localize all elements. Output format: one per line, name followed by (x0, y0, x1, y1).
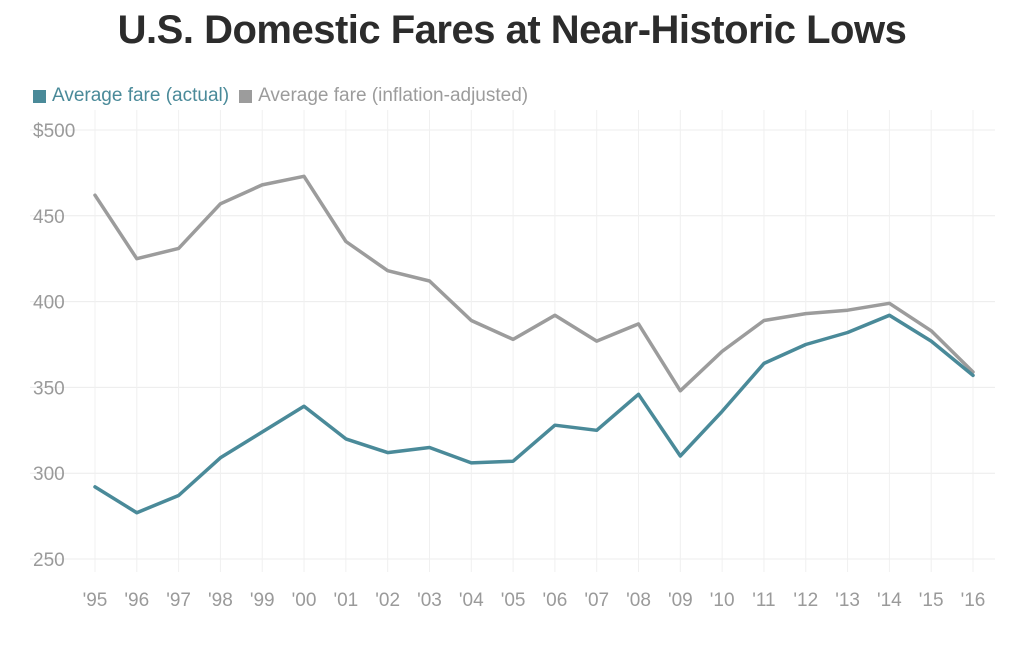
y-tick-label: 350 (33, 378, 65, 399)
x-tick-label: '95 (83, 590, 108, 611)
x-tick-label: '04 (459, 590, 484, 611)
x-tick-label: '14 (877, 590, 902, 611)
legend-swatch-actual (33, 89, 46, 103)
x-tick-label: '07 (584, 590, 609, 611)
legend-item-adjusted: Average fare (inflation-adjusted) (239, 85, 528, 107)
x-tick-label: '11 (752, 590, 775, 611)
y-tick-label: 300 (33, 464, 65, 485)
y-tick-label: 450 (33, 207, 65, 228)
y-tick-label: 400 (33, 293, 65, 314)
x-tick-label: '16 (961, 590, 986, 611)
x-tick-label: '10 (710, 590, 735, 611)
x-tick-label: '12 (793, 590, 818, 611)
series-line-actual (93, 313, 975, 515)
x-tick-label: '03 (417, 590, 442, 611)
x-tick-label: '96 (124, 590, 149, 611)
chart-title: U.S. Domestic Fares at Near-Historic Low… (117, 8, 907, 52)
legend-item-actual: Average fare (actual) (33, 85, 229, 107)
legend-label-actual: Average fare (actual) (52, 85, 230, 106)
x-tick-label: '06 (543, 590, 568, 611)
x-tick-label: '15 (919, 590, 944, 611)
legend-swatch-adjusted (239, 89, 253, 103)
legend-label-adjusted: Average fare (inflation-adjusted) (258, 85, 529, 106)
x-tick-label: '02 (375, 590, 400, 611)
legend: Average fare (actual) Average fare (infl… (33, 85, 538, 107)
x-tick-label: '99 (250, 590, 275, 611)
y-tick-label: 250 (33, 550, 65, 571)
x-tick-label: '97 (166, 590, 191, 611)
x-tick-label: '05 (501, 590, 526, 611)
x-tick-label: '98 (208, 590, 233, 611)
x-tick-label: '01 (333, 590, 358, 611)
x-tick-label: '00 (292, 590, 317, 611)
x-tick-label: '08 (626, 590, 651, 611)
x-tick-label: '09 (668, 590, 693, 611)
y-tick-label: $500 (33, 121, 75, 142)
series-line-inflation-adjusted (93, 174, 975, 393)
x-tick-label: '13 (835, 590, 860, 611)
